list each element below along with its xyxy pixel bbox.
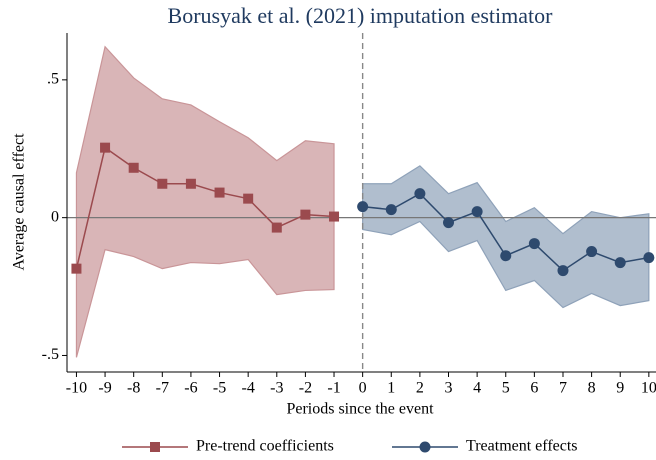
point <box>443 217 455 229</box>
point <box>300 209 311 220</box>
series-line <box>75 146 335 269</box>
point <box>329 211 340 222</box>
point <box>100 142 111 153</box>
x-axis-label: Periods since the event <box>286 401 434 418</box>
x-tick-label: 9 <box>616 380 624 397</box>
point <box>243 193 254 204</box>
y-axis-label: Average causal effect <box>11 133 28 271</box>
x-tick-label: -8 <box>127 380 140 397</box>
x-tick-label: 10 <box>641 380 656 397</box>
x-tick-label: -3 <box>270 380 283 397</box>
point <box>214 187 225 198</box>
x-tick-label: 5 <box>502 380 510 397</box>
point <box>271 222 282 233</box>
x-tick-label: 2 <box>416 380 424 397</box>
legend-label: Treatment effects <box>466 438 578 455</box>
x-tick-label: 1 <box>387 380 395 397</box>
point <box>128 162 139 173</box>
point <box>385 204 397 216</box>
point <box>71 263 82 274</box>
y-tick-label: .5 <box>47 71 59 88</box>
y-tick-label: 0 <box>51 208 59 225</box>
x-tick-label: -10 <box>66 380 87 397</box>
x-tick-label: -1 <box>327 380 340 397</box>
x-tick-label: 0 <box>359 380 367 397</box>
x-tick-label: 7 <box>559 380 567 397</box>
point <box>557 265 569 277</box>
point <box>528 238 540 250</box>
legend-marker <box>150 442 160 452</box>
x-tick-label: 6 <box>530 380 538 397</box>
point <box>357 201 369 213</box>
point <box>614 257 626 269</box>
point <box>157 178 168 189</box>
x-tick-label: 3 <box>445 380 453 397</box>
x-tick-label: 4 <box>473 380 481 397</box>
chart-title: Borusyak et al. (2021) imputation estima… <box>168 3 554 28</box>
x-tick-label: -6 <box>184 380 197 397</box>
confidence-band <box>75 45 335 358</box>
legend-marker <box>419 441 431 453</box>
x-tick-label: 8 <box>588 380 596 397</box>
x-tick-label: -9 <box>98 380 111 397</box>
point <box>500 250 512 262</box>
point <box>185 178 196 189</box>
x-tick-label: -5 <box>213 380 226 397</box>
point <box>471 206 483 218</box>
legend-label: Pre-trend coefficients <box>196 438 334 455</box>
point <box>586 246 598 258</box>
x-tick-label: -2 <box>299 380 312 397</box>
confidence-band <box>362 165 650 309</box>
x-tick-label: -4 <box>242 380 255 397</box>
point <box>414 188 426 200</box>
y-tick-label: -.5 <box>42 346 59 363</box>
point <box>643 252 655 264</box>
x-tick-label: -7 <box>156 380 169 397</box>
